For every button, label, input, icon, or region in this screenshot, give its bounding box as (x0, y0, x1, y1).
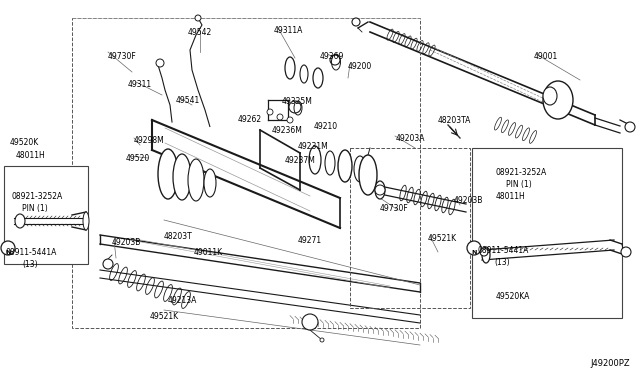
Text: 49203B: 49203B (112, 238, 141, 247)
Circle shape (467, 241, 481, 255)
Text: 49311: 49311 (128, 80, 152, 89)
Text: (13): (13) (22, 260, 38, 269)
Text: 49203A: 49203A (396, 134, 426, 143)
Circle shape (330, 55, 340, 65)
Text: 49210: 49210 (314, 122, 338, 131)
Circle shape (156, 59, 164, 67)
Text: 48203TA: 48203TA (438, 116, 472, 125)
Ellipse shape (313, 68, 323, 88)
Ellipse shape (173, 154, 191, 200)
Text: (13): (13) (494, 258, 509, 267)
Circle shape (195, 15, 201, 21)
Text: 49520: 49520 (126, 154, 150, 163)
Text: 49542: 49542 (188, 28, 212, 37)
Bar (72, 18, 420, 328)
Circle shape (1, 241, 15, 255)
Text: N: N (471, 250, 476, 254)
Text: PIN (1): PIN (1) (22, 204, 48, 213)
Ellipse shape (338, 150, 352, 182)
Bar (350, 148, 470, 308)
Text: 49730F: 49730F (108, 52, 137, 61)
Circle shape (302, 314, 318, 330)
Ellipse shape (309, 146, 321, 174)
Ellipse shape (359, 155, 377, 195)
Bar (472, 148, 622, 318)
Ellipse shape (83, 212, 89, 230)
Text: 49311A: 49311A (274, 26, 303, 35)
Text: 49237M: 49237M (285, 156, 316, 165)
Text: 49011K: 49011K (194, 248, 223, 257)
Ellipse shape (188, 159, 204, 201)
Ellipse shape (300, 65, 308, 83)
Text: 08911-5441A: 08911-5441A (6, 248, 58, 257)
Text: 49369: 49369 (320, 52, 344, 61)
Ellipse shape (204, 169, 216, 197)
Ellipse shape (158, 149, 178, 199)
Text: 49325M: 49325M (282, 97, 313, 106)
Text: 49213A: 49213A (168, 296, 197, 305)
Text: 49262: 49262 (238, 115, 262, 124)
Ellipse shape (543, 87, 557, 105)
Text: 49730F: 49730F (380, 204, 409, 213)
Ellipse shape (375, 181, 385, 199)
Text: 08921-3252A: 08921-3252A (12, 192, 63, 201)
Text: 49271: 49271 (298, 236, 322, 245)
Circle shape (277, 114, 283, 120)
Ellipse shape (325, 151, 335, 175)
Ellipse shape (543, 81, 573, 119)
Circle shape (352, 18, 360, 26)
Text: 49203B: 49203B (454, 196, 483, 205)
Text: 49298M: 49298M (134, 136, 164, 145)
Bar (4, 166, 88, 264)
Text: 49236M: 49236M (272, 126, 303, 135)
Circle shape (480, 248, 488, 256)
Text: 48011H: 48011H (16, 151, 45, 160)
Circle shape (103, 259, 113, 269)
Text: 48011H: 48011H (496, 192, 525, 201)
Circle shape (287, 117, 293, 123)
Ellipse shape (285, 57, 295, 79)
Text: 49001: 49001 (534, 52, 558, 61)
Text: N: N (5, 250, 10, 254)
Ellipse shape (15, 214, 25, 228)
Circle shape (621, 247, 631, 257)
Text: PIN (1): PIN (1) (506, 180, 532, 189)
Text: 49520K: 49520K (10, 138, 39, 147)
Circle shape (289, 101, 301, 113)
Ellipse shape (482, 247, 490, 263)
Text: 49200: 49200 (348, 62, 372, 71)
Circle shape (320, 338, 324, 342)
Circle shape (267, 109, 273, 115)
Text: 49231M: 49231M (298, 142, 329, 151)
Text: 49520KA: 49520KA (496, 292, 531, 301)
Ellipse shape (354, 156, 366, 182)
Text: 49541: 49541 (176, 96, 200, 105)
Text: 08911-5441A: 08911-5441A (478, 246, 529, 255)
Text: 08921-3252A: 08921-3252A (496, 168, 547, 177)
Circle shape (625, 122, 635, 132)
Text: J49200PZ: J49200PZ (590, 359, 630, 368)
Text: 49521K: 49521K (150, 312, 179, 321)
Circle shape (375, 185, 385, 195)
Text: 48203T: 48203T (164, 232, 193, 241)
Text: 49521K: 49521K (428, 234, 457, 243)
